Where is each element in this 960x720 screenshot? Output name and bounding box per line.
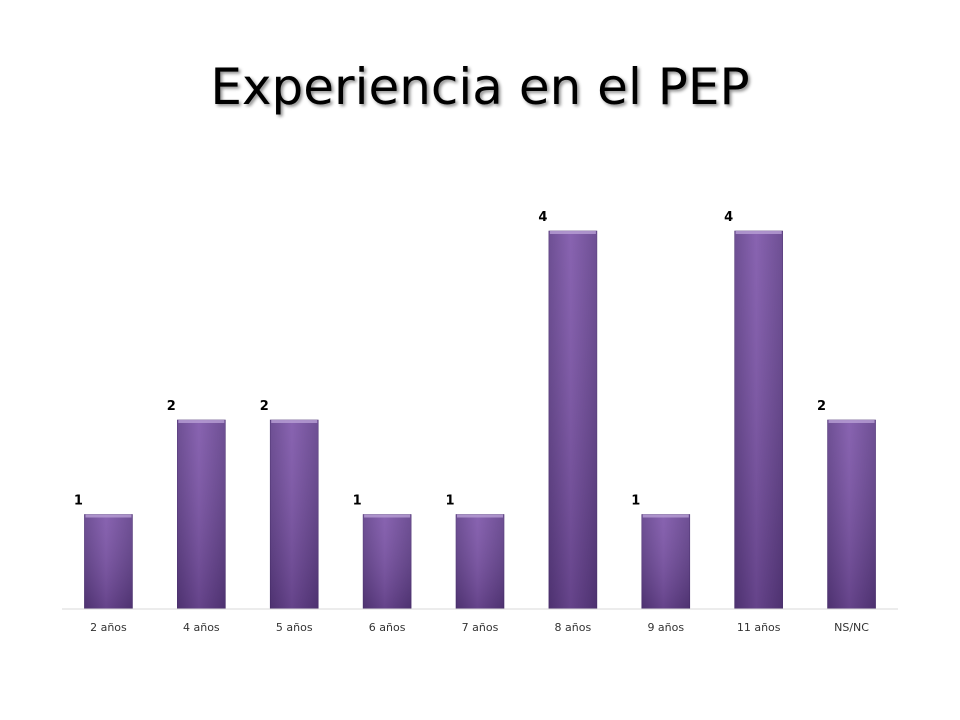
value-label-4: 1 (445, 494, 454, 509)
value-label-0: 1 (74, 494, 83, 509)
bar-shade-7 (734, 231, 783, 609)
bar-top-highlight-1 (178, 420, 225, 423)
value-label-3: 1 (353, 494, 362, 509)
category-label-0: 2 años (90, 621, 127, 634)
category-label-8: NS/NC (834, 621, 869, 634)
bar-shade-3 (363, 514, 412, 609)
value-label-7: 4 (724, 210, 733, 225)
bar-shade-5 (548, 231, 597, 609)
category-label-3: 6 años (369, 621, 406, 634)
bar-shade-6 (641, 514, 690, 609)
category-labels: 2 años 4 años 5 años 6 años 7 años 8 años 9 añ… (90, 621, 869, 634)
bar-shade-0 (84, 514, 133, 609)
category-label-1: 4 años (183, 621, 220, 634)
bar-top-highlight-6 (642, 514, 689, 518)
value-label-1: 2 (167, 399, 176, 414)
value-label-8: 2 (817, 399, 826, 414)
slide-title: Experiencia en el PEP (210, 58, 750, 116)
bar-top-highlight-3 (364, 514, 411, 518)
bar-top-highlight-5 (549, 231, 596, 234)
value-label-6: 1 (631, 494, 640, 509)
value-label-2: 2 (260, 399, 269, 414)
category-label-6: 9 años (647, 621, 684, 634)
bars-group (84, 230, 876, 610)
category-label-2: 5 años (276, 621, 313, 634)
category-label-7: 11 años (737, 621, 781, 634)
bar-shade-2 (270, 420, 319, 609)
category-label-4: 7 años (462, 621, 499, 634)
bar-top-highlight-0 (85, 514, 132, 518)
value-label-5: 4 (538, 210, 547, 225)
bar-shade-1 (177, 420, 226, 609)
bar-top-highlight-2 (271, 420, 318, 423)
value-labels: 1 2 2 1 1 4 1 4 2 (74, 210, 826, 509)
category-label-5: 8 años (555, 621, 592, 634)
bar-top-highlight-4 (457, 514, 503, 518)
bar-shade-8 (827, 420, 876, 609)
bar-top-highlight-7 (735, 231, 782, 234)
bar-shade-4 (456, 514, 504, 609)
bar-top-highlight-8 (828, 420, 875, 423)
